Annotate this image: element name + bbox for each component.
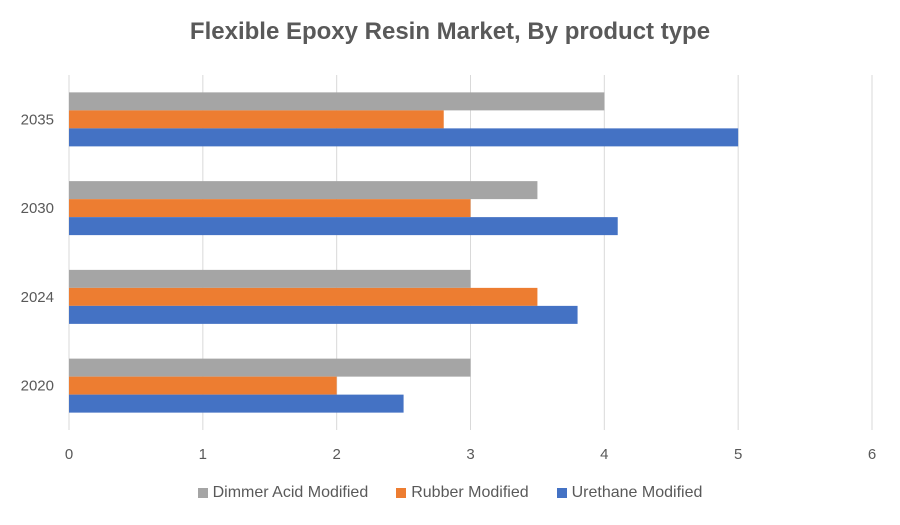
x-tick-label: 6: [868, 446, 876, 463]
legend-label: Dimmer Acid Modified: [212, 484, 369, 501]
legend-item: Dimmer Acid Modified: [197, 484, 369, 502]
legend-swatch: [556, 488, 567, 498]
bar: [69, 287, 538, 306]
bar: [69, 394, 404, 413]
y-tick-label: 2020: [21, 378, 54, 395]
legend-item: Urethane Modified: [556, 484, 703, 502]
x-tick-label: 5: [734, 446, 742, 463]
bar: [69, 181, 538, 200]
x-tick-label: 3: [466, 446, 474, 463]
legend-label: Rubber Modified: [411, 484, 529, 501]
legend-label: Urethane Modified: [571, 484, 703, 501]
bar: [69, 217, 618, 236]
y-tick-label: 2030: [21, 200, 54, 217]
bar: [69, 269, 471, 288]
x-tick-label: 4: [600, 446, 608, 463]
x-tick-label: 2: [332, 446, 340, 463]
chart-title: Flexible Epoxy Resin Market, By product …: [189, 18, 711, 45]
y-tick-label: 2024: [21, 289, 54, 306]
legend-swatch: [197, 488, 208, 498]
bar: [69, 358, 471, 377]
legend-swatch: [396, 488, 407, 498]
bar: [69, 199, 471, 218]
bar: [69, 305, 578, 324]
bar: [69, 110, 444, 129]
legend: Dimmer Acid Modified Rubber Modified Ureth…: [0, 484, 900, 502]
bar: [69, 128, 739, 147]
bar: [69, 92, 605, 111]
y-tick-label: 2035: [21, 111, 54, 128]
x-tick-label: 1: [199, 446, 207, 463]
bar: [69, 376, 337, 395]
legend-item: Rubber Modified: [396, 484, 529, 502]
x-tick-label: 0: [65, 446, 73, 463]
plot-area: 0 1 2 3 4 5 6 2020 2024 2030 2035: [21, 75, 876, 463]
